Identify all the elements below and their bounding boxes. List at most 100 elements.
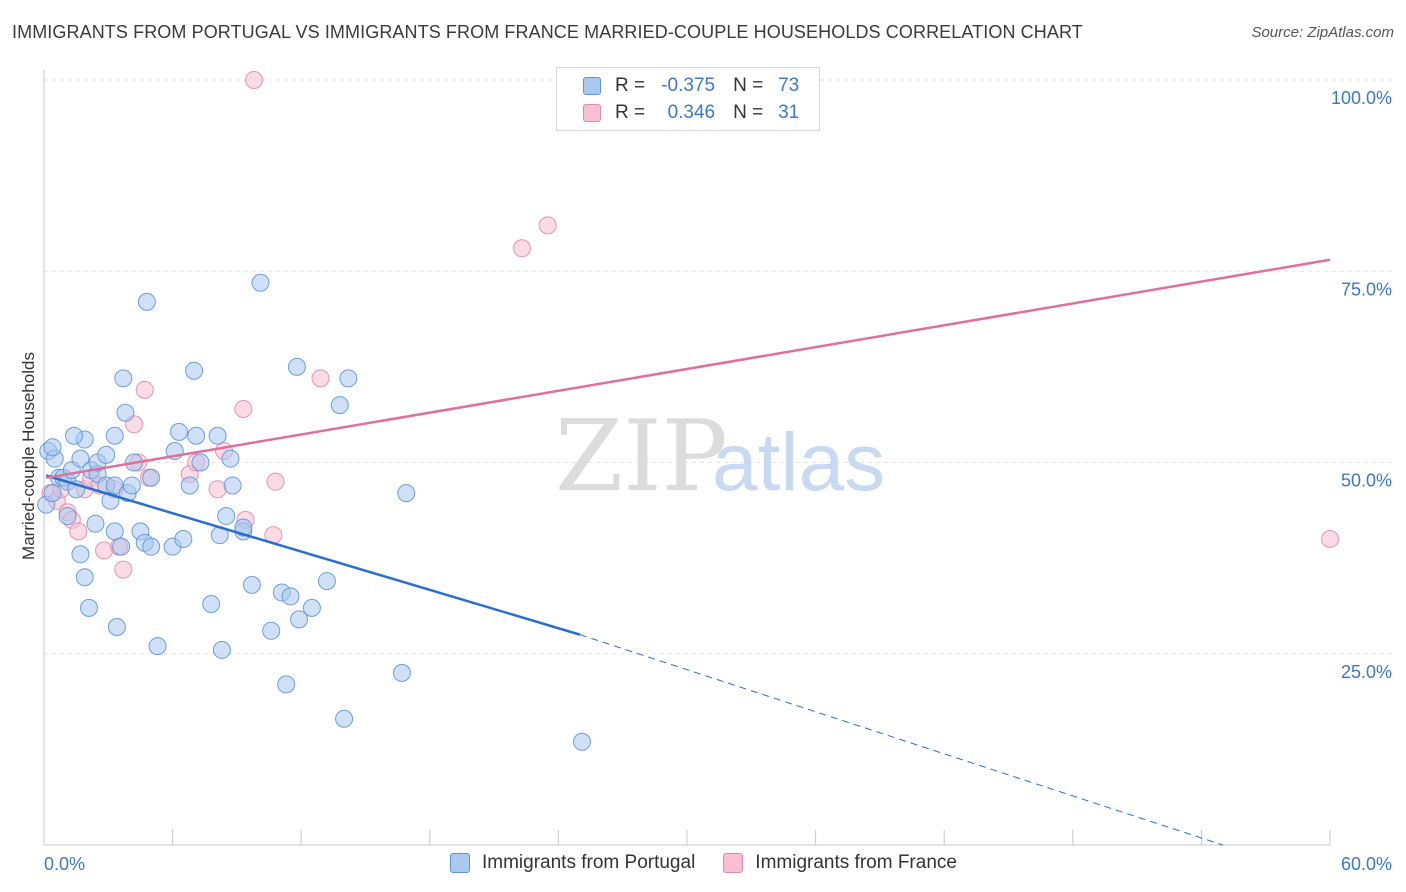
legend-n-value-portugal: 73 (778, 75, 800, 96)
portugal-point (251, 273, 270, 292)
portugal-point (116, 403, 135, 422)
legend-n-label: N = (733, 75, 764, 96)
portugal-point (114, 369, 133, 388)
france-point (69, 522, 88, 541)
portugal-point (148, 637, 167, 656)
legend-r-value-france: 0.346 (667, 102, 716, 123)
portugal-point (202, 595, 221, 614)
y-axis-label: Married-couple Households (19, 352, 38, 560)
portugal-point (71, 449, 90, 468)
france-point (135, 380, 154, 399)
france-point (512, 239, 531, 258)
legend-swatch-france (583, 104, 601, 122)
series-swatch-portugal (450, 853, 470, 873)
france-point (538, 216, 557, 235)
portugal-point (107, 617, 126, 636)
portugal-point (223, 476, 242, 495)
series-label-portugal: Immigrants from Portugal (482, 852, 696, 873)
france-point (266, 472, 285, 491)
portugal-point (180, 476, 199, 495)
legend-r-value-portugal: -0.375 (661, 75, 716, 96)
correlation-legend: R = -0.375 N = 73 R = 0.346 N = 31 (556, 67, 820, 131)
legend-n-value-france: 31 (778, 102, 800, 123)
portugal-point (71, 545, 90, 564)
france-point (245, 71, 264, 89)
y-tick-label: 25.0% (1341, 662, 1392, 682)
portugal-point (43, 438, 62, 457)
series-legend-france[interactable]: Immigrants from France (723, 852, 957, 874)
portugal-point (217, 507, 236, 526)
portugal-point (142, 468, 161, 487)
france-point (1321, 530, 1339, 548)
portugal-point (302, 598, 321, 617)
portugal-point (317, 572, 336, 591)
portugal-point (142, 537, 161, 556)
portugal-point (212, 640, 231, 659)
france-point (234, 399, 253, 418)
france-point (208, 480, 227, 499)
portugal-point (242, 575, 261, 594)
portugal-point (105, 426, 124, 445)
portugal-point (58, 507, 77, 526)
x-tick-label-start: 0.0% (44, 854, 85, 874)
portugal-point (122, 476, 141, 495)
series-swatch-france (723, 853, 744, 873)
portugal-point (191, 453, 210, 472)
portugal-point (80, 598, 99, 617)
portugal-point (208, 426, 227, 445)
portugal-point (392, 663, 411, 682)
portugal-point (339, 369, 358, 388)
portugal-trend-line (45, 474, 581, 636)
france-point (95, 541, 114, 560)
y-tick-labels: 25.0% 50.0% 75.0% 100.0% (1331, 88, 1392, 682)
watermark: ZIP atlas (555, 400, 885, 514)
portugal-point (112, 537, 131, 556)
watermark-atlas: atlas (712, 417, 885, 508)
portugal-point (335, 709, 354, 728)
portugal-point (65, 426, 84, 445)
portugal-point (277, 675, 296, 694)
series-label-france: Immigrants from France (755, 852, 957, 873)
y-tick-label: 100.0% (1331, 88, 1392, 108)
watermark-zip: ZIP (555, 400, 728, 514)
series-legend: Immigrants from Portugal Immigrants from… (450, 852, 985, 874)
portugal-point (287, 357, 306, 376)
chart-source: Source: ZipAtlas.com (1251, 24, 1394, 41)
portugal-point (105, 522, 124, 541)
portugal-point (187, 426, 206, 445)
legend-row-france: R = 0.346 N = 31 (583, 100, 799, 126)
portugal-point (330, 396, 349, 415)
portugal-point (221, 449, 240, 468)
france-point (311, 369, 330, 388)
legend-r-label: R = (615, 75, 646, 96)
y-tick-label: 50.0% (1341, 471, 1392, 491)
portugal-point (397, 484, 416, 503)
legend-row-portugal: R = -0.375 N = 73 (583, 73, 799, 99)
france-trend-line (45, 258, 1331, 480)
legend-n-label: N = (733, 102, 764, 123)
chart-title: IMMIGRANTS FROM PORTUGAL VS IMMIGRANTS F… (12, 22, 1083, 42)
x-tick-label-end: 60.0% (1341, 854, 1392, 874)
portugal-point (137, 292, 156, 311)
portugal-trend-extension (579, 634, 1223, 846)
portugal-point (281, 587, 300, 606)
portugal-points (37, 273, 591, 751)
portugal-point (75, 568, 94, 587)
gridlines (44, 79, 1392, 655)
portugal-point (170, 422, 189, 441)
portugal-point (262, 621, 281, 640)
france-point (114, 560, 133, 579)
portugal-point (185, 361, 204, 380)
portugal-point (174, 530, 193, 548)
x-ticks (43, 830, 1331, 845)
portugal-point (572, 732, 591, 751)
trend-lines (45, 258, 1331, 846)
legend-r-label: R = (615, 102, 646, 123)
y-tick-label: 75.0% (1341, 279, 1392, 299)
legend-swatch-portugal (583, 77, 601, 95)
portugal-point (86, 514, 105, 533)
portugal-point (97, 445, 116, 464)
portugal-point (43, 484, 62, 503)
series-legend-portugal[interactable]: Immigrants from Portugal (450, 852, 695, 874)
